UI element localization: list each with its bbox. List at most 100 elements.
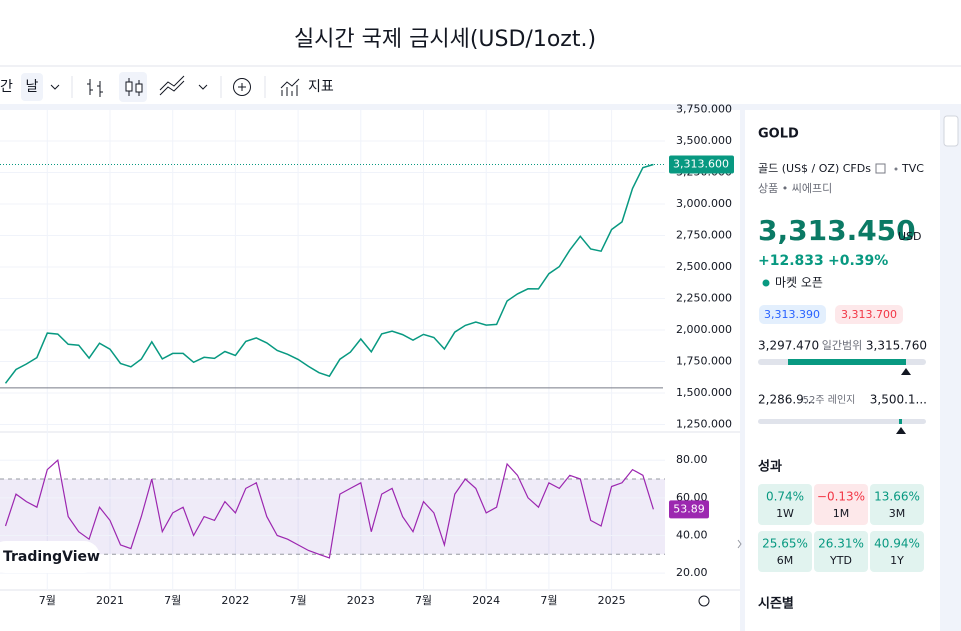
interval-button-bg[interactable] [21, 73, 43, 101]
x-tick-label: 2024 [472, 594, 500, 607]
y-tick-label: 1,250.000 [676, 417, 732, 430]
x-tick-label: 7월 [540, 594, 557, 607]
day-low: 3,297.470 [758, 339, 819, 353]
performance-tile[interactable] [870, 531, 924, 572]
scroll-strip [940, 110, 961, 631]
scroll-thumb[interactable] [943, 115, 959, 147]
range-marker [901, 368, 911, 375]
interval-button[interactable]: 날 [26, 79, 39, 95]
x-tick-label: 7월 [415, 594, 432, 607]
range-fill [788, 359, 906, 365]
last-price-label: 3,313.600 [673, 158, 729, 171]
day-range: 일간범위 [822, 338, 862, 352]
chevron[interactable] [198, 84, 208, 90]
performance-period: 1Y [890, 554, 904, 567]
range-track [758, 419, 926, 424]
performance-value: 40.94% [874, 537, 920, 551]
performance-value: 26.31% [818, 537, 864, 551]
chart: 7월 2021 7월 2022 7월 2023 7월 2024 7월 2025 1,250.000 1… [0, 103, 734, 607]
rsi-tick-label: 80.00 [676, 453, 708, 466]
day-high: 3,315.760 [866, 339, 927, 353]
bid-pill [759, 305, 826, 324]
area-icon[interactable] [159, 75, 185, 96]
performance-tile[interactable] [814, 531, 868, 572]
candle-button-bg[interactable] [119, 72, 147, 102]
seasonal-title: 시즌별 [758, 596, 794, 612]
rsi-tick-label: 40.00 [676, 528, 708, 541]
performance-period: 1M [833, 507, 850, 520]
page-title: 실시간 국제 금시세(USD/1ozt.) [294, 27, 596, 52]
y-tick-label: 3,000.000 [676, 197, 732, 210]
performance-tile[interactable] [758, 531, 812, 572]
candle-icon[interactable] [125, 81, 133, 92]
performance-value: 0.74% [766, 490, 804, 504]
performance-tile[interactable] [870, 484, 924, 525]
last-price-tag [669, 155, 734, 174]
rsi-tick-label: 20.00 [676, 566, 708, 579]
performance-period: 1W [776, 507, 794, 520]
performance-period: 6M [777, 554, 794, 567]
y-tick-label: 1,500.000 [676, 386, 732, 399]
rsi-label: 53.89 [673, 502, 705, 515]
status-dot [762, 279, 770, 287]
y-tick-label: 3,500.000 [676, 134, 732, 147]
x-tick-label: 2023 [347, 594, 375, 607]
rsi-tag [669, 500, 709, 519]
candle-icon[interactable] [135, 83, 143, 93]
logo: TradingView [3, 549, 100, 565]
y-tick-label: 1,750.000 [676, 354, 732, 367]
bid: 3,313.390 [764, 308, 820, 321]
x-tick-label: 7월 [39, 594, 56, 607]
performance-title: 성과 [758, 460, 782, 475]
y-tick-label: 2,000.000 [676, 323, 732, 336]
price-line [4, 163, 654, 384]
bars-icon[interactable] [87, 79, 103, 97]
external-icon [875, 163, 886, 174]
description: 골드 (US$ / OZ) CFDs [758, 162, 871, 175]
price: 3,313.450 [758, 214, 916, 247]
indicators-button[interactable]: 지표 [308, 79, 334, 95]
y-tick-label: 2,500.000 [676, 260, 732, 273]
gutter [740, 104, 745, 631]
x-tick-label: 2022 [221, 594, 249, 607]
performance-tile[interactable] [814, 484, 868, 525]
change-pct: +0.39% [828, 253, 888, 269]
indicators-icon[interactable] [280, 78, 300, 96]
status: 마켓 오픈 [775, 276, 823, 290]
y-tick-label: 2,750.000 [676, 228, 732, 241]
change: +12.833 [758, 253, 824, 269]
interval-prefix[interactable]: 간 [0, 79, 13, 95]
gutter [0, 104, 961, 110]
performance-period: 3M [889, 507, 906, 520]
settings-icon[interactable] [698, 595, 710, 607]
symbol-panel: GOLD 골드 (US$ / OZ) CFDs TVC 상품 • 씨에프디 3,313.… [745, 110, 940, 631]
x-tick-label: 7월 [290, 594, 307, 607]
x-tick-label: 2025 [598, 594, 626, 607]
logo-bg [0, 541, 100, 573]
dot [894, 167, 898, 171]
performance-value: −0.13% [817, 490, 865, 504]
rsi-line [4, 459, 654, 559]
add-icon[interactable] [233, 78, 251, 96]
performance-value: 13.66% [874, 490, 920, 504]
performance-tile[interactable] [758, 484, 812, 525]
collapse-arrow[interactable] [737, 539, 742, 549]
currency: USD [898, 230, 922, 243]
range-marker [896, 427, 906, 434]
add-icon-plus[interactable] [238, 83, 246, 91]
category: 상품 • 씨에프디 [758, 182, 832, 195]
exchange: TVC [901, 162, 924, 175]
ask: 3,313.700 [841, 308, 897, 321]
year-range: 52주 레인지 [803, 394, 856, 406]
x-tick-label: 7월 [164, 594, 181, 607]
ask-pill [835, 305, 903, 324]
range-fill [899, 419, 902, 424]
chevron[interactable] [50, 84, 60, 90]
y-tick-label: 3,750.000 [676, 103, 732, 116]
x-tick-label: 2021 [96, 594, 124, 607]
y-tick-label: 2,250.000 [676, 291, 732, 304]
year-low: 2,286.9... [758, 393, 815, 407]
rsi-band [0, 479, 665, 555]
symbol: GOLD [758, 127, 799, 142]
